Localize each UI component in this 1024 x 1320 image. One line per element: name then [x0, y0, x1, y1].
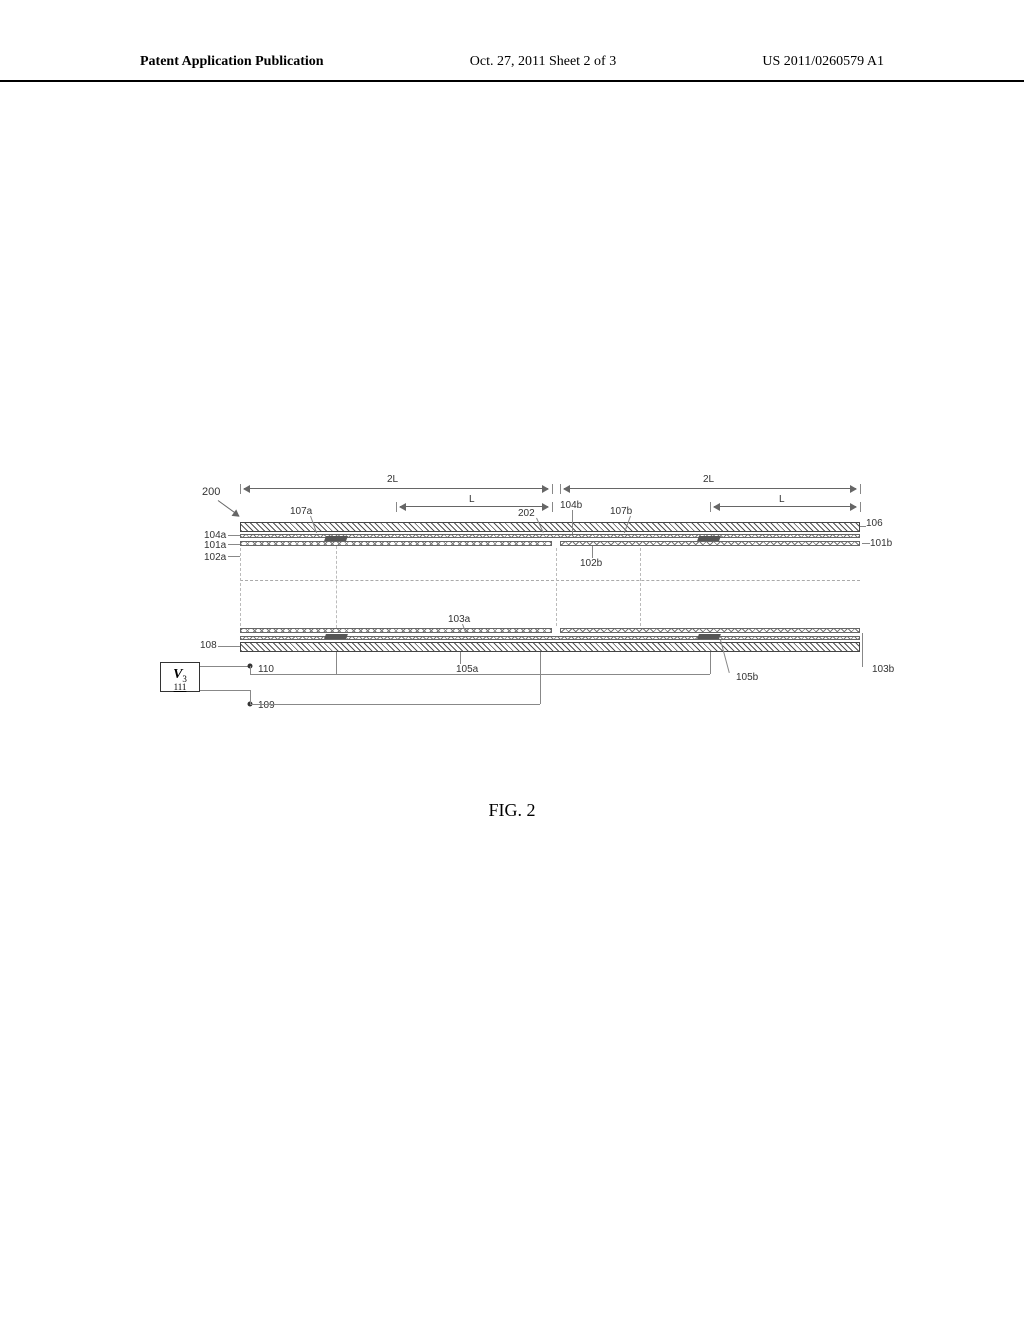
figure-2-diagram: 2L L 2L L 200 106 101b 103b 104a 101a 1	[160, 480, 880, 740]
label-102b: 102b	[580, 558, 602, 569]
layer-103b	[560, 628, 860, 633]
dim-label-2L-right: 2L	[700, 474, 717, 485]
wire-top	[200, 666, 250, 667]
layer-101b	[560, 541, 860, 546]
dim-tick	[860, 484, 861, 494]
electrode-104a	[324, 536, 348, 541]
label-202: 202	[518, 508, 535, 519]
dim-L-left	[400, 506, 548, 507]
wire-110-up2	[710, 652, 711, 674]
wire-109-h	[250, 704, 540, 705]
wire-bot	[200, 690, 250, 691]
dim-label-L-left: L	[466, 494, 478, 505]
leader-106	[860, 526, 866, 527]
layer-108-bottom-plate	[240, 642, 860, 652]
callout-200-arrow	[218, 500, 240, 516]
leader-102a	[228, 556, 240, 557]
figure-caption: FIG. 2	[0, 800, 1024, 821]
layer-106-top-plate	[240, 522, 860, 532]
leader-102b	[592, 546, 593, 558]
wire-110-h	[250, 674, 710, 675]
dim-tick	[552, 502, 553, 512]
wire-109-v	[250, 690, 251, 704]
label-103a: 103a	[448, 614, 470, 625]
leader-103b	[862, 633, 863, 667]
label-103b: 103b	[872, 664, 894, 675]
dim-tick	[552, 484, 553, 494]
dim-label-L-right: L	[776, 494, 788, 505]
dim-tick	[860, 502, 861, 512]
electrode-105b	[697, 634, 721, 639]
dim-tick	[710, 502, 711, 512]
leader-104a	[228, 535, 240, 536]
dim-label-2L-left: 2L	[384, 474, 401, 485]
dim-tick	[240, 484, 241, 494]
leader-101b	[862, 543, 870, 544]
layer-103a	[240, 628, 552, 633]
label-200: 200	[202, 486, 220, 498]
leader-104b	[572, 510, 573, 534]
leader-105a	[460, 652, 461, 664]
electrode-105a	[324, 634, 348, 639]
publication-number: US 2011/0260579 A1	[762, 54, 884, 70]
dim-2L-left	[244, 488, 548, 489]
label-102a: 102a	[204, 552, 226, 563]
label-109: 109	[258, 700, 275, 711]
dim-L-right	[714, 506, 856, 507]
label-106: 106	[866, 518, 883, 529]
voltage-id: 111	[161, 682, 199, 692]
guide-left-end	[240, 548, 241, 626]
voltage-source-v3: V3 111	[160, 662, 200, 692]
guide-mid	[556, 548, 557, 626]
guide-right-elec	[640, 548, 641, 626]
wire-109-up	[540, 652, 541, 704]
guide-left-elec	[336, 546, 337, 628]
electrode-104b	[697, 536, 721, 541]
dim-2L-right	[564, 488, 856, 489]
publication-type: Patent Application Publication	[140, 54, 324, 70]
wire-110-join	[250, 666, 251, 674]
layer-101a	[240, 541, 552, 546]
dim-tick	[560, 484, 561, 494]
label-105b: 105b	[736, 672, 758, 683]
label-108: 108	[200, 640, 217, 651]
label-101b: 101b	[870, 538, 892, 549]
header-date-sheet: Oct. 27, 2011 Sheet 2 of 3	[470, 54, 616, 70]
wire-110-up	[336, 652, 337, 674]
leader-108	[218, 646, 240, 647]
leader-101a	[228, 544, 240, 545]
dim-tick	[396, 502, 397, 512]
label-101a: 101a	[204, 540, 226, 551]
symmetry-midline	[240, 580, 860, 581]
